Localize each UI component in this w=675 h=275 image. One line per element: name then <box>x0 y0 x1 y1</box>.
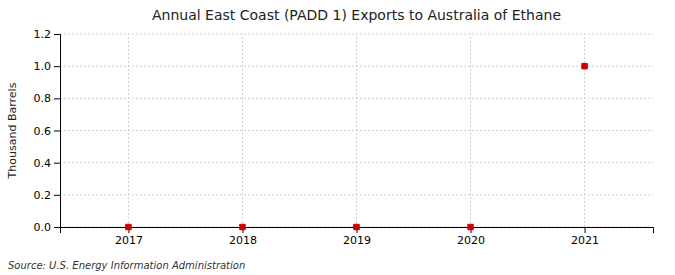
annotation: Source: U.S. Energy Information Administ… <box>8 260 245 271</box>
x-grid-line <box>470 34 471 227</box>
point <box>240 224 245 229</box>
y-axis-tick-mark <box>54 227 60 228</box>
y-axis-tick-label: 0.8 <box>34 92 52 105</box>
point <box>468 224 473 229</box>
y-axis-tick-label: 1.0 <box>34 60 52 73</box>
x-grid-line <box>242 34 243 227</box>
y-axis: 0.0 0.2 0.4 0.6 0.8 1.0 1.2 <box>34 28 61 234</box>
grid <box>60 34 653 227</box>
y-axis-tick: 0.6 <box>34 125 61 138</box>
y-axis-tick-mark <box>54 131 60 132</box>
x-axis-tick-label: 2018 <box>229 234 257 247</box>
y-axis-tick-mark <box>54 66 60 67</box>
x-grid-line <box>356 34 357 227</box>
y-axis-tick-mark <box>54 195 60 196</box>
y-axis-title: Thousand Barrels <box>6 82 19 179</box>
x-axis-tick-label: 2019 <box>343 234 371 247</box>
x-axis-tick-label: 2017 <box>115 234 143 247</box>
y-axis-line <box>54 35 61 228</box>
y-axis-tick: 1.2 <box>34 28 61 41</box>
point <box>582 63 587 68</box>
y-axis-tick-label: 1.2 <box>34 28 52 41</box>
points <box>126 63 588 229</box>
y-axis-tick: 0.0 <box>34 221 61 234</box>
y-axis-tick-mark <box>54 163 60 164</box>
title: Annual East Coast (PADD 1) Exports to Au… <box>152 7 561 23</box>
x-axis-tick-mark <box>585 227 586 233</box>
y-axis-tick-label: 0.6 <box>34 125 52 138</box>
point <box>354 224 359 229</box>
chart: 2017 2018 2019 2020 2021 0.0 0.2 0.4 0.6 0.8 1.0 1.… <box>0 0 675 275</box>
y-axis-tick-mark <box>54 98 60 99</box>
x-axis-tick-label: 2020 <box>457 234 485 247</box>
y-axis-tick-label: 0.4 <box>34 157 52 170</box>
y-axis-tick-mark <box>54 34 60 35</box>
x-grid-line <box>128 34 129 227</box>
x-axis-tick: 2021 <box>571 227 599 247</box>
y-axis-tick: 1.0 <box>34 60 61 73</box>
y-axis-tick: 0.4 <box>34 157 61 170</box>
y-axis-tick: 0.2 <box>34 189 61 202</box>
y-axis-tick: 0.8 <box>34 92 61 105</box>
y-axis-tick-label: 0.2 <box>34 189 52 202</box>
x-axis-tick-label: 2021 <box>571 234 599 247</box>
y-axis-tick-label: 0.0 <box>34 221 52 234</box>
point <box>126 224 131 229</box>
